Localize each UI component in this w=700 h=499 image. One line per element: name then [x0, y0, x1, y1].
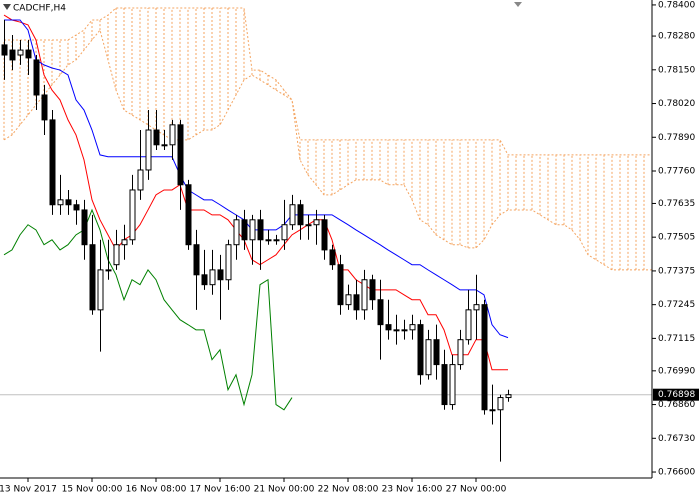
x-tick-label: 27 Nov 00:00 — [446, 485, 507, 495]
y-tick-label: 0.77375 — [658, 266, 695, 276]
indicator-line — [4, 19, 509, 339]
x-tick-label: 23 Nov 16:00 — [382, 485, 443, 495]
candle-body — [449, 364, 456, 406]
chart-title: CADCHF,H4 — [13, 4, 66, 14]
cloud-span-b — [4, 7, 652, 156]
candle-body — [73, 204, 80, 211]
candle-body — [457, 339, 464, 366]
candle-body — [97, 269, 104, 311]
candle-body — [153, 129, 160, 146]
candle-body — [337, 264, 344, 306]
y-tick-label: 0.78020 — [658, 99, 695, 109]
candle-body — [497, 397, 504, 411]
candle-body — [345, 294, 352, 306]
candle-body — [265, 239, 272, 242]
candle-body — [377, 299, 384, 326]
candle-body — [409, 324, 416, 331]
x-tick-label: 13 Nov 2017 — [0, 485, 57, 495]
candle-body — [105, 269, 112, 272]
y-tick-label: 0.78150 — [658, 65, 695, 75]
candle-body — [289, 204, 296, 226]
indicator-line — [3, 208, 293, 411]
candle-body — [473, 304, 480, 311]
candle-body — [369, 279, 376, 301]
candle-body — [489, 409, 496, 412]
x-tick-label: 16 Nov 08:00 — [126, 485, 187, 495]
candle-body — [17, 49, 24, 56]
candle-body — [401, 329, 408, 332]
plot — [0, 7, 653, 462]
candle-body — [481, 304, 488, 411]
candle-body — [505, 394, 512, 399]
y-tick-label: 0.78280 — [658, 32, 695, 42]
candle-body — [185, 184, 192, 246]
y-tick-label: 0.78400 — [658, 0, 695, 10]
candle-body — [385, 324, 392, 331]
candle-body — [313, 219, 320, 226]
candle-body — [113, 244, 120, 266]
candle-body — [257, 219, 264, 241]
symbol-icon — [3, 4, 11, 10]
candle-body — [49, 119, 56, 206]
candle-body — [393, 329, 400, 332]
y-tick-label: 0.76730 — [658, 434, 695, 444]
candle-body — [329, 249, 336, 266]
candle-body — [361, 279, 368, 311]
y-tick-label: 0.77505 — [658, 233, 695, 243]
candle-body — [137, 169, 144, 191]
candle-body — [33, 59, 40, 96]
candle-body — [65, 199, 72, 206]
x-tick-label: 22 Nov 08:00 — [318, 485, 379, 495]
candle-body — [249, 219, 256, 241]
candle-body — [89, 244, 96, 311]
last-price-box — [653, 388, 699, 401]
candle-body — [281, 224, 288, 241]
candle-body — [193, 244, 200, 276]
candle-body — [297, 204, 304, 226]
candle-body — [433, 339, 440, 366]
scroll-arrow[interactable] — [514, 2, 522, 7]
candle-body — [225, 244, 232, 281]
cloud-span-a — [3, 29, 652, 271]
y-tick-label: 0.77635 — [658, 199, 695, 209]
y-tick-label: 0.76860 — [658, 400, 695, 410]
candle-body — [233, 219, 240, 246]
candle-body — [129, 189, 136, 241]
x-tick-label: 21 Nov 00:00 — [254, 485, 315, 495]
candle-body — [41, 94, 48, 121]
candle-body — [145, 129, 152, 171]
candle-body — [169, 124, 176, 146]
candle-body — [25, 49, 32, 59]
candle-body — [273, 239, 280, 242]
indicator-line — [3, 14, 508, 371]
y-tick-label: 0.76990 — [658, 366, 695, 376]
x-tick-label: 17 Nov 16:00 — [190, 485, 251, 495]
candle-body — [353, 294, 360, 311]
candle-body — [81, 209, 88, 246]
candle-body — [305, 224, 312, 227]
candle-body — [217, 269, 224, 281]
y-tick-label: 0.77115 — [658, 334, 695, 344]
candle-body — [121, 239, 128, 246]
candle-body — [417, 324, 424, 376]
x-tick-label: 15 Nov 00:00 — [62, 485, 123, 495]
candle-body — [209, 269, 216, 286]
candle-body — [177, 124, 184, 186]
candle-body — [321, 219, 328, 251]
candle-body — [57, 199, 64, 206]
last-price-label: 0.76898 — [658, 390, 695, 400]
y-tick-label: 0.76600 — [658, 468, 695, 478]
candle-body — [201, 274, 208, 286]
candle-body — [465, 309, 472, 341]
y-tick-label: 0.77760 — [658, 167, 695, 177]
candle-body — [1, 44, 8, 56]
candle-body — [161, 144, 168, 147]
candle-body — [9, 49, 16, 61]
y-tick-label: 0.77245 — [658, 300, 695, 310]
y-tick-label: 0.77890 — [658, 133, 695, 143]
candle-body — [425, 339, 432, 376]
candle-body — [441, 364, 448, 406]
candle-body — [241, 219, 248, 241]
